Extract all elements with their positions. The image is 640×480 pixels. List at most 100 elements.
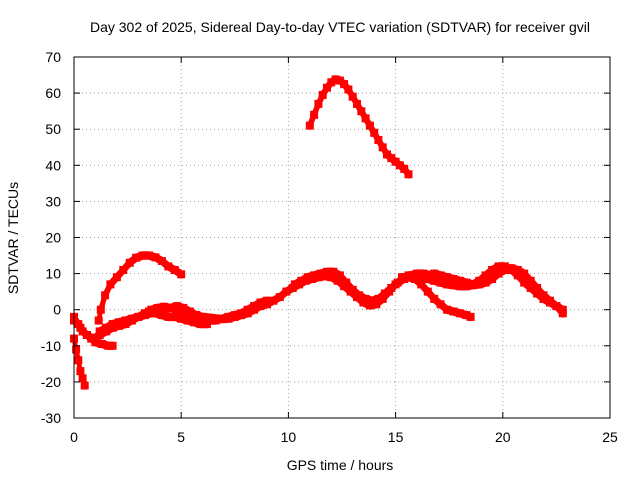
data-point	[318, 90, 327, 99]
data-point	[443, 280, 452, 289]
data-point	[533, 284, 542, 292]
chart-title: Day 302 of 2025, Sidereal Day-to-day VTE…	[90, 19, 590, 35]
data-point	[183, 316, 192, 325]
data-point	[230, 311, 239, 320]
data-point	[185, 307, 194, 316]
data-point	[74, 356, 83, 365]
data-point	[398, 273, 406, 282]
data-point	[494, 262, 503, 271]
data-point	[166, 303, 175, 312]
data-point	[290, 280, 299, 289]
data-point	[157, 311, 166, 320]
data-point	[443, 273, 452, 282]
data-point	[520, 269, 529, 278]
data-point	[395, 161, 404, 170]
data-point	[400, 164, 409, 173]
data-point	[455, 276, 464, 285]
data-point	[115, 318, 123, 327]
data-point	[108, 341, 117, 350]
data-point	[513, 266, 522, 274]
data-point	[520, 278, 529, 287]
data-point	[488, 266, 497, 274]
data-point	[466, 312, 475, 321]
data-point	[327, 273, 336, 282]
data-point	[423, 271, 432, 280]
series-layer	[70, 75, 567, 390]
data-point	[160, 305, 168, 314]
data-point	[202, 320, 211, 329]
data-point	[335, 271, 344, 280]
data-point	[436, 271, 445, 280]
data-point	[157, 257, 166, 265]
series-arc-7	[305, 75, 413, 179]
data-point	[475, 276, 484, 285]
data-point	[243, 305, 252, 314]
data-point	[151, 253, 160, 262]
data-point	[404, 170, 413, 179]
axis-ticks	[73, 56, 611, 419]
y-tick-label: 60	[45, 85, 61, 101]
data-point	[172, 302, 181, 311]
data-point	[192, 311, 201, 320]
tick-labels: 0 5 10 15 20 25 -30 -20 -10 0 10 20 30 40 50 60 70	[41, 49, 618, 445]
data-point	[449, 275, 458, 283]
series-arc-3	[94, 251, 186, 325]
data-point	[443, 305, 452, 314]
data-point	[430, 294, 439, 303]
data-point	[361, 114, 370, 123]
data-point	[380, 289, 389, 298]
y-tick-label: 20	[45, 230, 61, 246]
data-point	[106, 280, 115, 289]
data-point	[327, 78, 336, 87]
data-point	[101, 291, 110, 300]
data-point	[94, 316, 103, 325]
data-point	[89, 334, 98, 343]
data-point	[438, 278, 447, 287]
data-point	[310, 271, 319, 280]
data-point	[391, 157, 400, 166]
data-point	[256, 298, 265, 307]
data-point	[78, 374, 87, 383]
x-tick-label: 5	[177, 429, 185, 445]
data-point	[374, 294, 383, 303]
data-point	[413, 269, 421, 278]
data-point	[269, 296, 278, 305]
y-tick-label: 30	[45, 193, 61, 209]
x-tick-label: 0	[70, 429, 78, 445]
data-point	[196, 320, 205, 329]
data-point	[211, 316, 220, 325]
data-point	[348, 285, 357, 294]
data-point	[404, 273, 413, 282]
data-point	[282, 287, 291, 296]
series-arc-5	[95, 296, 271, 336]
data-point	[198, 314, 207, 323]
data-point	[310, 110, 319, 119]
data-point	[97, 340, 106, 348]
grid	[74, 57, 610, 418]
data-point	[365, 121, 374, 130]
data-point	[145, 307, 153, 316]
data-point	[436, 300, 445, 309]
data-point	[329, 267, 338, 276]
data-point	[119, 266, 128, 274]
data-point	[217, 314, 226, 323]
data-point	[250, 302, 259, 311]
data-point	[462, 278, 471, 287]
data-point	[164, 262, 173, 271]
data-point	[488, 275, 497, 283]
data-point	[179, 303, 188, 312]
data-point	[513, 271, 522, 280]
data-point	[190, 318, 199, 327]
data-point	[112, 273, 121, 282]
data-point	[303, 273, 312, 282]
data-point	[138, 251, 147, 260]
data-point	[353, 99, 361, 108]
y-tick-label: 0	[53, 302, 61, 318]
data-point	[333, 276, 342, 285]
data-point	[224, 312, 233, 321]
series-arc-8	[290, 267, 447, 305]
data-point	[500, 262, 509, 271]
data-point	[134, 312, 143, 321]
data-point	[82, 331, 91, 339]
data-point	[494, 269, 503, 278]
